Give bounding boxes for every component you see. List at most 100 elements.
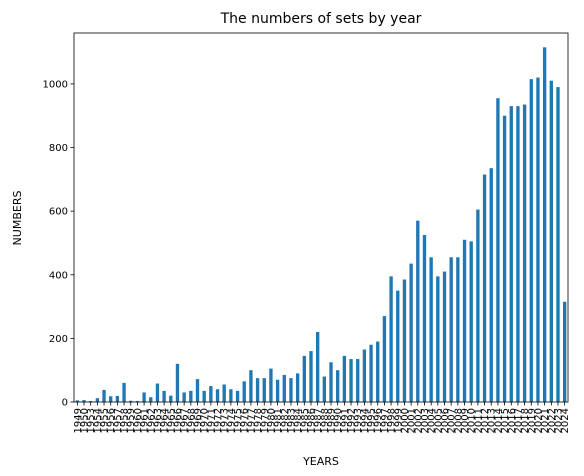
x-tick-label: 1963 (153, 408, 164, 433)
x-tick-label: 1976 (240, 408, 251, 433)
bar (295, 373, 300, 402)
bar (416, 220, 420, 402)
x-tick-label: 1981 (273, 408, 284, 433)
x-tick-label: 1959 (126, 408, 137, 433)
y-tick-label: 1000 (43, 79, 68, 90)
bar (249, 370, 253, 402)
x-tick-label: 2015 (500, 408, 511, 433)
x-tick-label: 1975 (233, 408, 244, 433)
bar (509, 106, 513, 402)
bar (422, 235, 427, 402)
x-tick-label: 1999 (393, 408, 404, 433)
bar (122, 382, 126, 402)
x-tick-label: 1982 (280, 408, 291, 433)
y-tick-label: 400 (49, 270, 68, 281)
bar (289, 378, 293, 402)
x-tick-label: 1955 (100, 408, 111, 433)
bar (282, 374, 286, 402)
x-axis-title: YEARS (302, 455, 339, 468)
bar (329, 362, 333, 402)
x-tick-label: 1991 (340, 408, 351, 433)
bar (502, 115, 507, 403)
bar (115, 395, 120, 402)
x-tick-label: 1974 (226, 408, 237, 433)
bar (482, 174, 487, 402)
bar (209, 386, 213, 402)
x-tick-label: 1988 (320, 408, 331, 433)
bar (349, 359, 353, 402)
bar (556, 87, 560, 402)
y-tick-label: 200 (49, 334, 68, 345)
x-tick-label: 1973 (220, 408, 231, 433)
x-tick-label: 1998 (387, 408, 398, 433)
bar (195, 379, 200, 402)
x-tick-label: 1958 (120, 408, 131, 433)
bar (242, 381, 246, 402)
x-tick-label: 1956 (106, 408, 117, 433)
x-tick-label: 1977 (246, 408, 257, 433)
x-tick-label: 1950 (80, 408, 91, 433)
bar (169, 395, 173, 402)
x-tick-label: 1966 (173, 408, 184, 433)
bar (95, 398, 100, 402)
bar (369, 344, 373, 402)
x-tick-label: 1949 (73, 408, 84, 433)
x-tick-label: 2024 (560, 408, 571, 433)
x-tick-label: 2013 (487, 408, 498, 433)
x-tick-label: 2002 (413, 408, 424, 433)
bar (522, 104, 527, 402)
x-tick-label: 1968 (186, 408, 197, 433)
x-tick-label: 1987 (313, 408, 324, 433)
x-tick-label: 2014 (493, 408, 504, 433)
x-tick-label: 2009 (460, 408, 471, 433)
x-tick-label: 1984 (293, 408, 304, 433)
bar (322, 376, 327, 402)
bar (109, 396, 113, 402)
x-tick-label: 2017 (513, 408, 524, 433)
x-tick-label: 1961 (140, 408, 151, 433)
bar (542, 47, 547, 403)
bar (202, 390, 206, 402)
x-tick-label: 1986 (306, 408, 317, 433)
y-axis-title: NUMBERS (11, 191, 24, 246)
bar (549, 80, 553, 402)
x-tick-label: 2004 (427, 408, 438, 433)
bar (262, 378, 266, 402)
x-tick-label: 2018 (520, 408, 531, 433)
x-tick-label: 1997 (380, 408, 391, 433)
x-tick-label: 1954 (93, 408, 104, 433)
x-tick-label: 2020 (533, 408, 544, 433)
bar (389, 276, 393, 402)
bar (562, 301, 567, 402)
bar (215, 389, 220, 402)
bar (442, 271, 447, 402)
bar (462, 239, 467, 402)
x-tick-label: 1957 (113, 408, 124, 433)
bar (449, 257, 453, 402)
bar (336, 370, 340, 402)
bar (342, 355, 347, 403)
x-tick-label: 2011 (473, 408, 484, 433)
bar (155, 383, 160, 402)
bar (135, 401, 140, 402)
x-tick-label: 1972 (213, 408, 224, 433)
bar (275, 379, 280, 402)
bar (269, 368, 273, 402)
bar (362, 349, 367, 402)
bar (182, 392, 186, 402)
bar (476, 209, 480, 402)
plot-frame (73, 32, 569, 403)
bar (315, 332, 320, 402)
bar (129, 400, 133, 402)
y-tick-label: 800 (49, 143, 68, 154)
x-tick-label: 1995 (367, 408, 378, 433)
x-tick-label: 2008 (453, 408, 464, 433)
x-tick-label: 2005 (433, 408, 444, 433)
bar (189, 390, 193, 402)
bar (309, 351, 313, 402)
bar (402, 279, 407, 402)
x-tick-label: 2012 (480, 408, 491, 433)
x-tick-label: 1994 (360, 408, 371, 433)
x-tick-label: 2001 (407, 408, 418, 433)
